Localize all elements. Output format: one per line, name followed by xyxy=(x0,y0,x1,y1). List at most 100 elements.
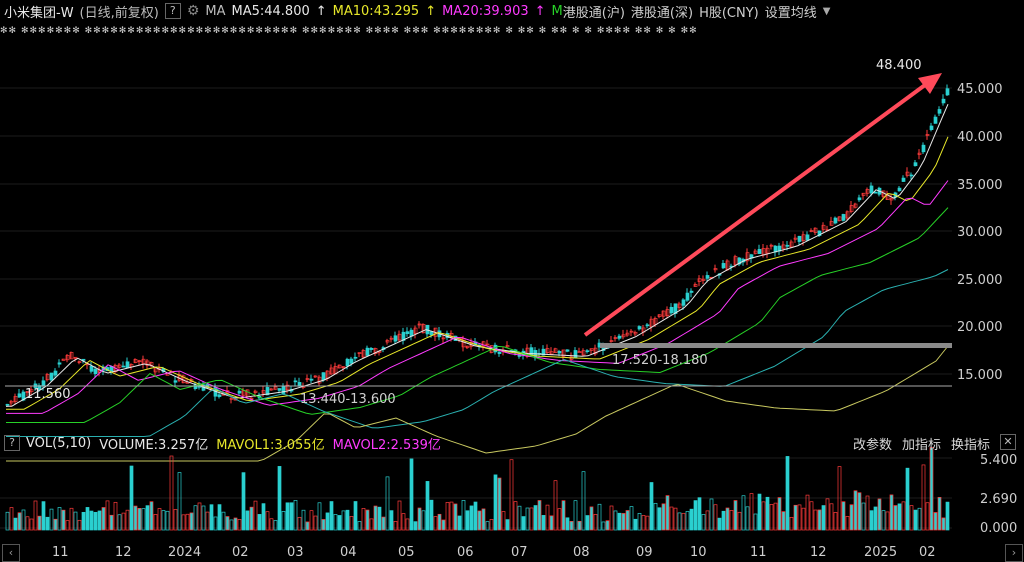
volume-bar xyxy=(933,512,938,531)
vol-indicator-label[interactable]: VOL(5,10) xyxy=(26,435,92,451)
period-label[interactable]: (日线,前复权) xyxy=(79,5,159,21)
volume-bar xyxy=(669,506,674,531)
x-tick: 03 xyxy=(287,545,304,560)
volume-bar xyxy=(189,512,194,531)
add-indicator-button[interactable]: 加指标 xyxy=(901,437,941,453)
candle-body xyxy=(921,144,926,153)
candle-body xyxy=(185,381,190,384)
volume-bar xyxy=(549,515,554,531)
volume-bar xyxy=(677,512,682,531)
volume-bar xyxy=(533,505,538,531)
volume-bar xyxy=(241,472,246,531)
candle-body xyxy=(765,247,770,254)
candle-body xyxy=(789,241,794,248)
candle-body xyxy=(753,250,758,254)
price-tick: 40.000 xyxy=(957,130,1003,145)
volume-bar xyxy=(481,508,486,531)
volume-bar xyxy=(693,500,698,531)
x-tick: 10 xyxy=(690,545,707,560)
x-tick: 04 xyxy=(340,545,357,560)
volume-bar xyxy=(845,516,850,531)
volume-bar xyxy=(201,505,206,531)
volume-bar xyxy=(149,501,154,531)
volume-bar xyxy=(541,515,546,531)
candle-body xyxy=(357,352,362,354)
scroll-right-button[interactable]: › xyxy=(1005,544,1023,562)
volume-bar xyxy=(929,447,934,531)
volume-bar xyxy=(441,519,446,531)
volume-bar xyxy=(785,456,790,531)
candle-body xyxy=(889,198,894,201)
volume-bar xyxy=(821,505,826,531)
close-icon[interactable]: ✕ xyxy=(1000,433,1016,450)
candle-body xyxy=(857,197,862,201)
volume-bar xyxy=(729,510,734,531)
candle-body xyxy=(293,380,298,383)
stock-title[interactable]: 小米集团-W xyxy=(4,5,74,21)
candle-body xyxy=(933,116,938,124)
volume-bar xyxy=(301,509,306,531)
volume-bar xyxy=(445,502,450,531)
ma-settings-button[interactable]: 设置均线 xyxy=(764,5,817,21)
candle-body xyxy=(485,343,490,346)
volume-bar xyxy=(633,518,638,531)
candle-body xyxy=(713,268,718,271)
volume-bar xyxy=(621,513,626,531)
candle-body xyxy=(865,189,870,194)
candle-body xyxy=(745,252,750,262)
candle-body xyxy=(65,355,70,361)
candle-body xyxy=(145,360,150,366)
candle-body xyxy=(669,306,674,314)
tab-hk-connect-sz[interactable]: 港股通(深) xyxy=(630,5,694,21)
volume-bar xyxy=(425,481,430,531)
tab-hk-connect-sh[interactable]: 港股通(沪) xyxy=(562,5,625,21)
x-tick: 08 xyxy=(573,545,590,560)
candle-body xyxy=(393,335,398,342)
chevron-down-icon[interactable]: ▼ xyxy=(822,5,831,17)
tab-h-share-cny[interactable]: H股(CNY) xyxy=(699,5,759,21)
volume-bar xyxy=(405,518,410,531)
candle-body xyxy=(429,331,434,336)
volume-tick: 2.690 xyxy=(980,492,1017,507)
help-button[interactable]: ? xyxy=(164,3,181,19)
volume-bar xyxy=(233,517,238,531)
arrow-up-icon: ↑ xyxy=(534,3,546,19)
help-button[interactable]: ? xyxy=(4,435,20,451)
candle-body xyxy=(497,351,502,354)
x-tick: 02 xyxy=(919,545,936,560)
volume-bar xyxy=(325,512,330,531)
volume-bar xyxy=(49,508,54,531)
volume-bar xyxy=(89,510,94,531)
candle-body xyxy=(341,366,346,369)
arrow-up-icon: ↑ xyxy=(315,3,327,19)
volume-bar xyxy=(129,465,134,531)
candle-body xyxy=(681,299,686,306)
gear-icon[interactable]: ⚙ xyxy=(186,3,200,19)
volume-bar xyxy=(741,495,746,531)
volume-bar xyxy=(589,506,594,531)
candle-body xyxy=(541,348,546,356)
volume-bar xyxy=(609,505,614,531)
volume-bar xyxy=(353,501,358,531)
x-tick: 12 xyxy=(115,545,132,560)
volume-bar xyxy=(109,514,114,531)
volume-bar xyxy=(397,500,402,531)
ma-line xyxy=(6,269,949,437)
candle-body xyxy=(385,340,390,343)
candle-body xyxy=(853,203,858,208)
volume-tick: 0.000 xyxy=(980,521,1017,536)
volume-bar xyxy=(773,502,778,531)
volume-bar xyxy=(681,512,686,531)
volume-bar xyxy=(601,521,606,531)
volume-bar xyxy=(753,513,758,531)
volume-bar xyxy=(61,509,66,531)
event-markers-row[interactable]: ✻✻ ✻✻✻✻✻✻✻ ✻✻✻✻✻✻✻✻✻✻✻✻✻✻✻✻✻✻✻✻✻✻✻✻✻ ✻✻✻… xyxy=(0,26,698,36)
volume-bar xyxy=(873,506,878,531)
volume-bar xyxy=(849,504,854,531)
candle-body xyxy=(613,337,618,339)
volume-bar xyxy=(709,498,714,531)
volume-bar xyxy=(613,510,618,531)
switch-indicator-button[interactable]: 换指标 xyxy=(950,437,990,453)
edit-params-button[interactable]: 改参数 xyxy=(852,437,892,453)
